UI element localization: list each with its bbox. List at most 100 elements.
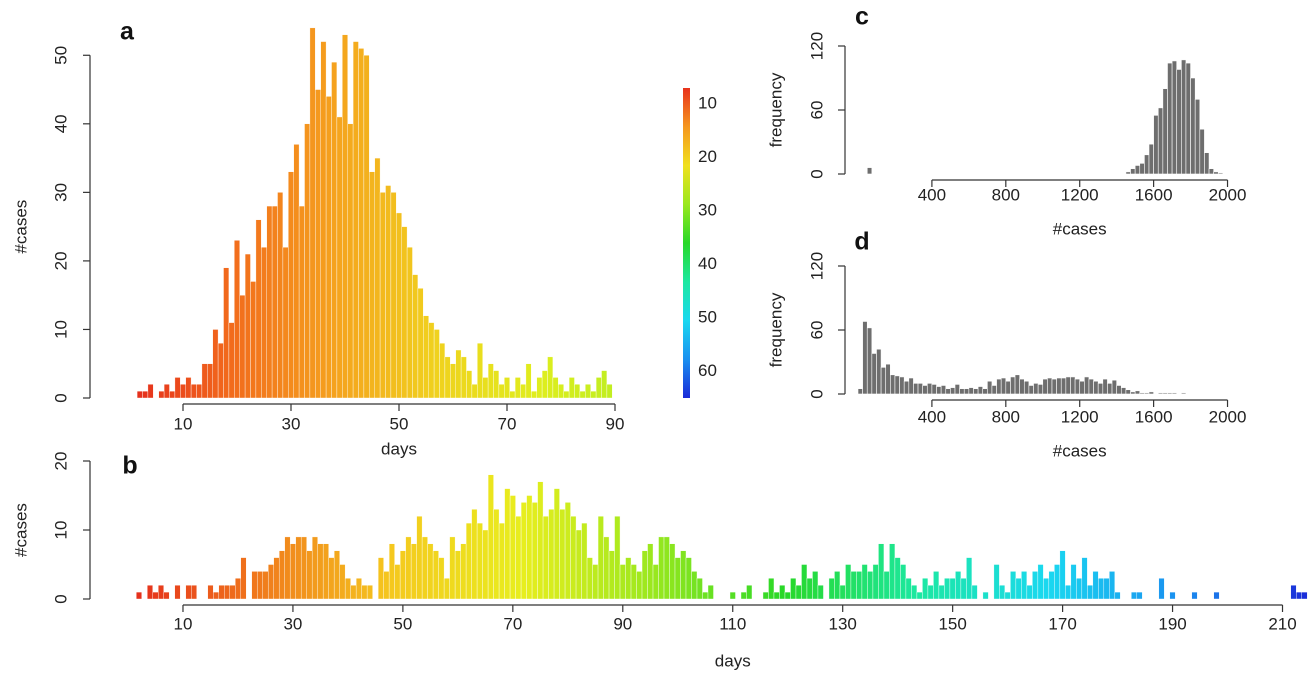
bar	[207, 585, 214, 600]
histogram-bar	[950, 387, 956, 395]
bar	[795, 585, 802, 600]
bar	[487, 474, 494, 600]
histogram-bar	[1171, 60, 1178, 175]
histogram-bar	[977, 386, 984, 395]
bar	[1087, 585, 1094, 600]
bar	[1103, 578, 1110, 600]
bar	[487, 363, 494, 399]
histogram-bar	[1148, 391, 1154, 395]
bar	[949, 578, 956, 600]
x-tick-label: 70	[503, 614, 522, 633]
histogram-bar	[1070, 376, 1076, 395]
bar	[867, 571, 874, 600]
histogram-bar	[1171, 392, 1178, 395]
bar	[273, 557, 280, 600]
bar	[449, 536, 456, 600]
bar	[450, 363, 456, 399]
y-tick-label: 40	[51, 114, 70, 133]
bar	[702, 591, 709, 600]
bar	[509, 390, 516, 399]
y-tick-label: 0	[807, 389, 826, 398]
bar	[239, 294, 246, 399]
x-axis-title: days	[381, 439, 417, 458]
bar	[455, 349, 462, 399]
bar	[707, 585, 714, 600]
bar	[374, 157, 381, 399]
bar	[361, 585, 368, 600]
histogram-bar	[963, 388, 970, 395]
x-tick-label: 210	[1268, 614, 1296, 633]
bar	[1213, 591, 1220, 600]
histogram-bar	[1033, 383, 1039, 395]
bar	[1021, 571, 1028, 600]
colorbar	[683, 88, 690, 398]
x-tick-label: 2000	[1209, 407, 1247, 426]
bar	[762, 591, 769, 600]
bar	[432, 550, 439, 600]
colorbar-tick-label: 60	[698, 361, 717, 380]
histogram-bar	[1042, 378, 1048, 395]
bar	[493, 509, 500, 600]
bar	[652, 564, 659, 600]
bar	[212, 329, 219, 399]
panel-label: d	[854, 228, 869, 256]
bar	[336, 116, 343, 399]
histogram-bar	[991, 385, 997, 395]
bar	[136, 591, 142, 600]
bar	[191, 585, 197, 600]
x-tick-label: 1600	[1135, 185, 1173, 204]
bar	[1070, 564, 1077, 600]
bar	[250, 281, 257, 399]
histogram-bar	[1213, 171, 1219, 175]
bar	[284, 536, 291, 600]
bar	[1032, 571, 1039, 600]
y-tick-label: 0	[807, 169, 826, 178]
histogram-bar	[1134, 165, 1141, 175]
histogram-bar	[890, 374, 896, 395]
bar	[872, 564, 879, 600]
bar	[900, 564, 907, 600]
bar	[1131, 591, 1138, 600]
colorbar-tick-label: 20	[698, 147, 717, 166]
bar	[960, 578, 967, 600]
bar	[552, 377, 559, 399]
histogram-bar	[945, 388, 951, 395]
bar	[883, 571, 890, 600]
bar	[394, 564, 401, 600]
bar	[444, 356, 451, 399]
bar	[471, 509, 478, 600]
bar	[152, 591, 159, 600]
x-tick-label: 90	[606, 414, 625, 433]
histogram-bar	[1037, 384, 1044, 395]
bar	[916, 591, 923, 600]
y-tick-label: 20	[51, 452, 70, 471]
bar	[427, 543, 434, 600]
bar	[1054, 564, 1061, 600]
x-axis-title: days	[715, 651, 751, 670]
bar	[320, 41, 327, 399]
histogram-bar	[1019, 378, 1025, 395]
histogram-bar	[1079, 380, 1085, 395]
bar	[1098, 578, 1105, 600]
bar	[590, 390, 597, 399]
histogram-bar	[862, 321, 868, 395]
y-tick-label: 20	[51, 251, 70, 270]
bar	[251, 571, 258, 600]
y-tick-label: 60	[807, 101, 826, 120]
bar	[235, 578, 241, 600]
bar	[158, 585, 164, 600]
bar	[328, 557, 335, 600]
bar	[966, 557, 973, 600]
bar	[828, 578, 835, 600]
bar	[601, 370, 608, 399]
bar	[423, 315, 429, 399]
bar	[1081, 557, 1088, 600]
bar	[568, 377, 575, 399]
histogram-bar	[1084, 376, 1090, 395]
histogram-bar	[1139, 163, 1145, 175]
bar	[347, 123, 354, 399]
bar	[905, 578, 912, 600]
bar	[790, 578, 797, 600]
histogram-bar	[1125, 171, 1131, 175]
bar	[278, 550, 285, 600]
